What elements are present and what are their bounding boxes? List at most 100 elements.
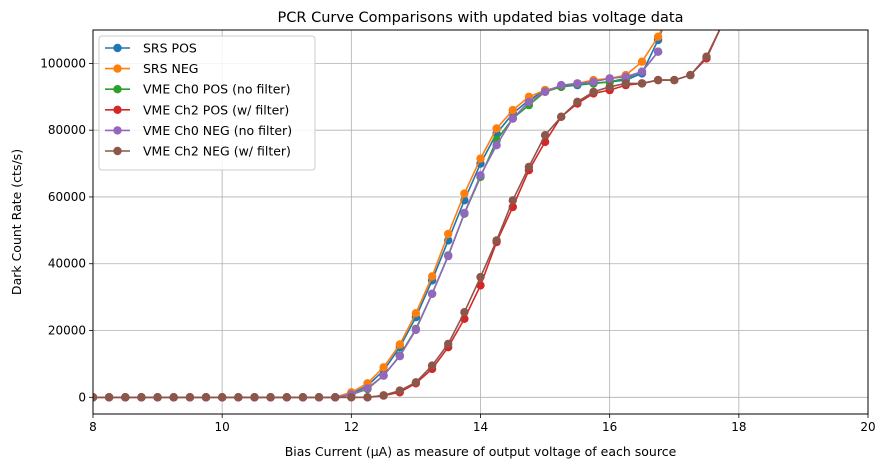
data-point	[540, 131, 550, 140]
data-point	[492, 236, 501, 245]
series-layer	[93, 30, 721, 402]
data-point	[476, 272, 485, 282]
data-point	[460, 189, 469, 198]
y-tick-label: 40000	[48, 257, 86, 271]
y-tick-label: 60000	[48, 190, 86, 204]
legend-label: VME Ch2 POS (w/ filter)	[143, 102, 289, 117]
data-point	[137, 393, 146, 402]
data-point	[218, 393, 227, 402]
series-6	[93, 30, 721, 402]
data-point	[508, 196, 517, 205]
x-tick-label: 10	[215, 420, 230, 434]
data-point	[557, 80, 566, 90]
data-point	[331, 393, 340, 402]
data-point	[589, 77, 598, 87]
data-point	[621, 72, 630, 81]
legend-entry: VME Ch2 POS (w/ filter)	[105, 102, 289, 117]
data-point	[266, 393, 275, 402]
data-point	[492, 141, 501, 150]
data-point	[589, 87, 598, 97]
legend-marker	[113, 64, 122, 73]
data-point	[605, 82, 614, 92]
data-point	[637, 79, 647, 88]
chart-title: PCR Curve Comparisons with updated bias …	[278, 10, 684, 26]
data-point	[524, 162, 534, 172]
y-tick-label: 0	[78, 390, 86, 404]
legend-entry: VME Ch0 POS (no filter)	[105, 82, 290, 97]
legend-entry: VME Ch2 NEG (w/ filter)	[105, 144, 291, 159]
data-point	[185, 393, 195, 402]
legend: SRS POS SRS NEG VME Ch0 POS (no filter) VME…	[98, 35, 316, 171]
legend-entry: SRS POS	[105, 41, 197, 56]
data-point	[460, 308, 469, 317]
legend-marker	[113, 85, 122, 94]
y-axis: 0 20000 40000 60000 80000 100000	[40, 56, 93, 404]
legend-entry: SRS NEG	[105, 61, 198, 76]
data-point	[492, 124, 501, 133]
y-tick-label: 100000	[40, 56, 86, 70]
data-point	[637, 67, 647, 76]
legend-label: VME Ch0 NEG (no filter)	[143, 123, 292, 138]
x-tick-label: 18	[731, 420, 746, 434]
legend-marker	[113, 105, 122, 115]
data-point	[637, 57, 647, 66]
data-point	[702, 52, 711, 61]
data-point	[686, 70, 695, 80]
data-point	[201, 393, 211, 402]
legend-box	[98, 35, 316, 171]
data-point	[557, 112, 566, 122]
x-tick-label: 14	[473, 420, 488, 434]
data-point	[653, 75, 663, 85]
data-point	[621, 79, 630, 88]
data-point	[314, 393, 324, 402]
data-point	[363, 393, 372, 402]
data-point	[427, 272, 437, 281]
legend-label: SRS NEG	[143, 61, 198, 76]
x-tick-label: 8	[89, 420, 97, 434]
data-point	[93, 393, 98, 402]
x-tick-label: 12	[344, 420, 359, 434]
data-point	[379, 363, 388, 372]
y-tick-label: 20000	[48, 324, 86, 338]
data-point	[508, 114, 517, 123]
data-point	[670, 75, 679, 85]
legend-label: VME Ch0 POS (no filter)	[143, 82, 290, 97]
data-point	[395, 352, 404, 361]
legend-label: SRS POS	[143, 41, 197, 56]
data-point	[411, 378, 421, 387]
y-tick-label: 80000	[48, 123, 86, 137]
data-point	[460, 208, 469, 218]
data-point	[298, 393, 308, 402]
data-point	[234, 393, 243, 402]
legend-label: VME Ch2 NEG (w/ filter)	[143, 144, 291, 159]
data-point	[153, 393, 162, 402]
data-point	[169, 393, 178, 402]
series-line	[93, 30, 721, 399]
data-point	[653, 47, 663, 56]
data-point	[573, 79, 582, 88]
x-tick-label: 20	[860, 420, 875, 434]
data-point	[476, 171, 485, 180]
data-point	[508, 105, 517, 115]
data-point	[104, 393, 114, 402]
data-point	[363, 384, 372, 393]
data-point	[444, 339, 453, 349]
data-point	[427, 289, 437, 298]
data-point	[444, 229, 453, 239]
data-point	[653, 32, 663, 41]
data-point	[395, 386, 404, 395]
data-point	[379, 371, 388, 380]
data-point	[121, 393, 130, 402]
y-axis-label: Dark Count Rate (cts/s)	[9, 149, 24, 295]
x-tick-label: 16	[602, 420, 617, 434]
legend-marker	[113, 126, 122, 135]
data-point	[524, 97, 534, 107]
data-point	[282, 393, 291, 402]
data-point	[540, 87, 550, 97]
x-axis-label: Bias Current (µA) as measure of output v…	[285, 444, 677, 459]
data-point	[427, 361, 437, 370]
data-point	[250, 393, 259, 402]
data-point	[411, 325, 421, 335]
data-point	[379, 391, 388, 400]
data-point	[411, 309, 421, 318]
